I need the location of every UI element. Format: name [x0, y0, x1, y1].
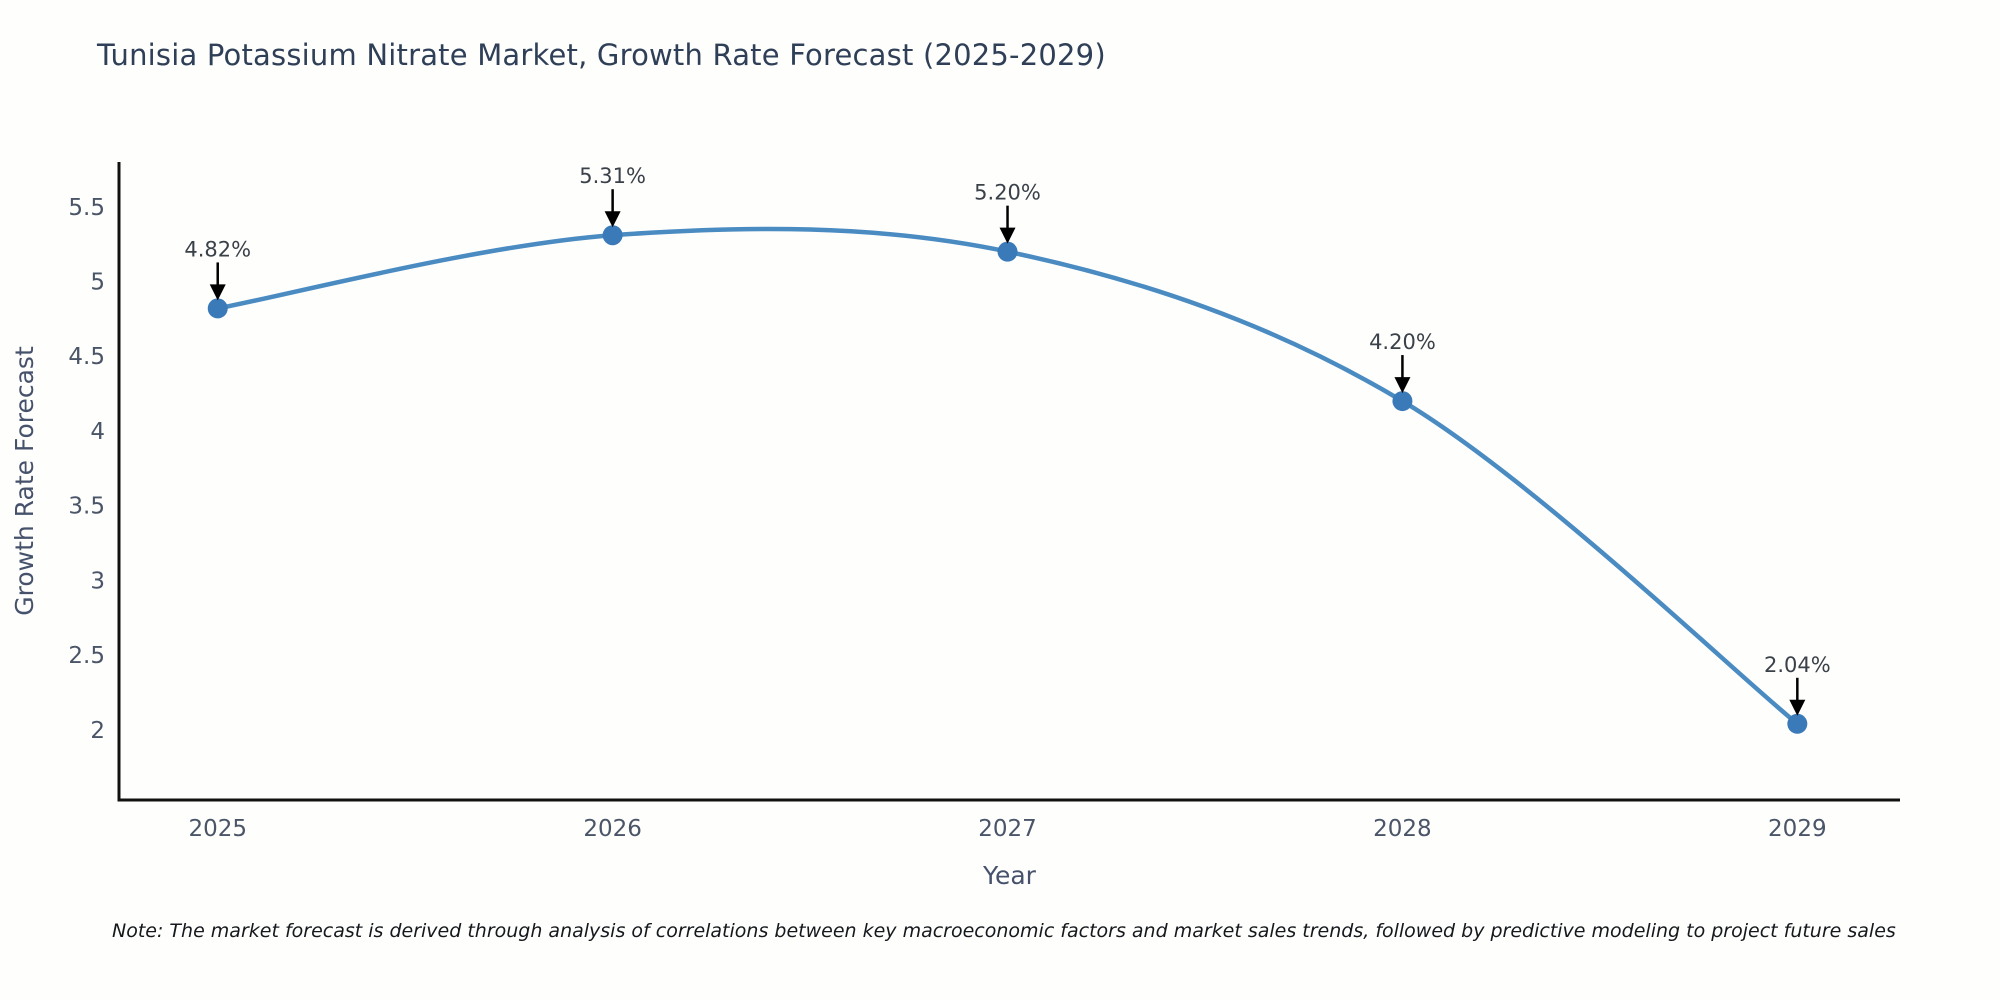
data-point[interactable] [207, 298, 228, 319]
x-tick-label: 2025 [188, 816, 247, 842]
x-tick-label: 2027 [978, 816, 1037, 842]
annotation-arrow-head-icon [604, 211, 621, 228]
y-tick-label: 2 [90, 718, 105, 744]
x-axis-title: Year [982, 861, 1037, 890]
annotation-arrow-head-icon [209, 284, 226, 301]
x-tick-label: 2029 [1768, 816, 1827, 842]
y-tick-label: 4 [90, 419, 105, 445]
y-tick-label: 3.5 [68, 494, 105, 520]
data-point[interactable] [997, 241, 1018, 262]
data-point[interactable] [602, 225, 623, 246]
y-tick-label: 2.5 [68, 643, 105, 669]
y-axis-title: Growth Rate Forecast [10, 346, 39, 616]
x-tick-label: 2026 [583, 816, 642, 842]
trend-line [217, 226, 1799, 726]
annotation-arrow-head-icon [1789, 699, 1806, 716]
x-tick-label: 2028 [1373, 816, 1432, 842]
annotation-arrow-head-icon [999, 227, 1016, 244]
data-point-label: 4.82% [184, 237, 251, 261]
annotation-arrow-head-icon [1394, 377, 1411, 394]
footnote: Note: The market forecast is derived thr… [112, 920, 1896, 942]
chart-title: Tunisia Potassium Nitrate Market, Growth… [97, 38, 1106, 72]
data-point-label: 5.31% [579, 164, 646, 188]
data-point-label: 5.20% [974, 181, 1041, 205]
data-point[interactable] [1787, 713, 1808, 734]
data-point-label: 4.20% [1369, 330, 1436, 354]
y-tick-label: 5.5 [68, 195, 105, 221]
y-tick-label: 3 [90, 568, 105, 594]
y-tick-label: 5 [90, 270, 105, 296]
data-point[interactable] [1392, 391, 1413, 412]
y-tick-label: 4.5 [68, 344, 105, 370]
data-point-label: 2.04% [1764, 653, 1831, 677]
